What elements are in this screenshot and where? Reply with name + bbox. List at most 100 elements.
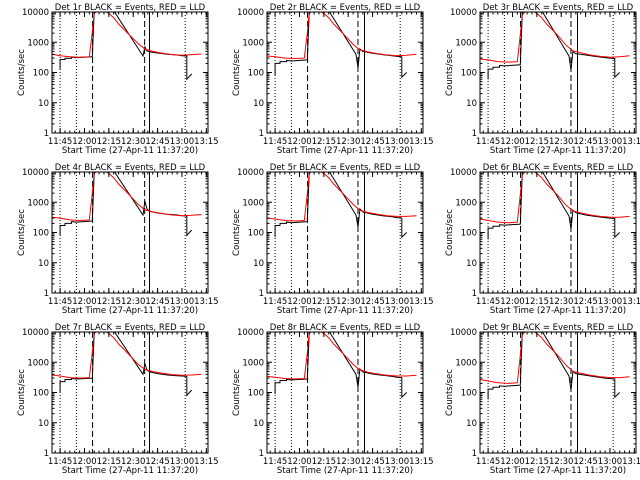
x-tick-label: 13:15 <box>194 137 219 147</box>
x-tick-label: 13:15 <box>622 137 640 147</box>
x-tick-label: 12:45 <box>360 137 385 147</box>
x-tick-label: 13:00 <box>598 457 623 467</box>
y-tick-label: 10 <box>466 99 477 109</box>
y-axis-label: Counts/sec <box>445 209 455 256</box>
series-line-lld <box>52 332 202 379</box>
x-axis-label: Start Time (27-Apr-11 11:37:20) <box>62 466 198 476</box>
y-tick-label: 10 <box>38 419 49 429</box>
x-tick-label: 13:00 <box>385 137 410 147</box>
x-tick-label: 12:15 <box>312 137 337 147</box>
x-tick-label: 13:15 <box>409 457 434 467</box>
y-tick-label: 10000 <box>22 328 49 338</box>
y-tick-label: 10000 <box>450 328 477 338</box>
series-line-lld <box>267 12 417 60</box>
y-tick-label: 1000 <box>27 358 49 368</box>
series-line-lld <box>480 12 630 63</box>
x-tick-label: 13:00 <box>598 297 623 307</box>
y-tick-label: 10000 <box>237 168 264 178</box>
y-tick-label: 100 <box>461 69 477 79</box>
x-tick-label: 12:00 <box>287 457 312 467</box>
y-tick-label: 10 <box>38 259 49 269</box>
series-line-events <box>59 12 193 81</box>
x-tick-label: 12:45 <box>145 137 170 147</box>
x-tick-label: 12:15 <box>312 297 337 307</box>
x-tick-label: 13:15 <box>622 457 640 467</box>
y-tick-label: 1000 <box>242 198 264 208</box>
x-tick-label: 12:15 <box>97 457 122 467</box>
y-tick-label: 10000 <box>237 328 264 338</box>
x-tick-label: 12:00 <box>72 297 97 307</box>
panel-det-2: Det 2r BLACK = Events, RED = LLD 1 10 100 10… <box>232 3 434 156</box>
x-tick-label: 11:45 <box>476 457 501 467</box>
x-tick-label: 13:15 <box>194 457 219 467</box>
x-tick-label: 12:30 <box>336 457 361 467</box>
x-axis-label: Start Time (27-Apr-11 11:37:20) <box>490 466 626 476</box>
panel-det-3: Det 3r BLACK = Events, RED = LLD 1 10 100 10… <box>445 3 640 156</box>
y-tick-label: 100 <box>461 229 477 239</box>
x-tick-label: 12:30 <box>121 457 146 467</box>
y-tick-label: 100 <box>248 229 264 239</box>
x-tick-label: 12:30 <box>549 137 574 147</box>
y-tick-label: 1000 <box>27 38 49 48</box>
y-tick-label: 1 <box>259 449 264 459</box>
y-tick-label: 10000 <box>22 8 49 18</box>
x-tick-label: 12:00 <box>287 137 312 147</box>
panel-det-5: Det 5r BLACK = Events, RED = LLD 1 10 100 10… <box>232 163 434 316</box>
y-axis-label: Counts/sec <box>445 369 455 416</box>
y-tick-label: 1000 <box>242 358 264 368</box>
panel-det-6: Det 6r BLACK = Events, RED = LLD 1 10 100 10… <box>445 163 640 316</box>
x-tick-label: 11:45 <box>48 297 73 307</box>
x-tick-label: 12:00 <box>72 457 97 467</box>
series-line-events <box>274 172 408 239</box>
panel-det-8: Det 8r BLACK = Events, RED = LLD 1 10 100 10… <box>232 323 434 476</box>
panel-title: Det 1r BLACK = Events, RED = LLD <box>55 3 206 13</box>
x-tick-label: 12:45 <box>360 297 385 307</box>
x-tick-label: 13:00 <box>170 457 195 467</box>
y-tick-label: 10 <box>466 419 477 429</box>
y-tick-label: 10000 <box>450 168 477 178</box>
x-tick-label: 13:00 <box>385 297 410 307</box>
y-axis-label: Counts/sec <box>232 49 242 96</box>
x-tick-label: 12:15 <box>525 137 550 147</box>
x-tick-label: 12:45 <box>145 457 170 467</box>
y-axis-label: Counts/sec <box>232 369 242 416</box>
x-tick-label: 12:00 <box>500 297 525 307</box>
y-tick-label: 10000 <box>22 168 49 178</box>
plot-frame <box>479 11 637 134</box>
x-axis-label: Start Time (27-Apr-11 11:37:20) <box>490 146 626 156</box>
x-tick-label: 13:15 <box>194 297 219 307</box>
x-tick-label: 12:15 <box>312 457 337 467</box>
x-tick-label: 12:30 <box>121 137 146 147</box>
y-tick-label: 1000 <box>242 38 264 48</box>
x-axis-label: Start Time (27-Apr-11 11:37:20) <box>62 306 198 316</box>
x-tick-label: 11:45 <box>263 297 288 307</box>
x-tick-label: 12:45 <box>145 297 170 307</box>
plot-frame <box>479 171 637 294</box>
x-tick-label: 11:45 <box>476 137 501 147</box>
x-tick-label: 12:15 <box>97 137 122 147</box>
x-tick-label: 12:45 <box>573 137 598 147</box>
plot-frame <box>51 11 209 134</box>
panel-det-7: Det 7r BLACK = Events, RED = LLD 1 10 100 10… <box>17 323 219 476</box>
y-tick-label: 1 <box>259 289 264 299</box>
y-tick-label: 1 <box>472 289 477 299</box>
series-line-lld <box>480 172 630 224</box>
panel-title: Det 6r BLACK = Events, RED = LLD <box>483 163 634 173</box>
x-tick-label: 12:15 <box>525 457 550 467</box>
panel-det-4: Det 4r BLACK = Events, RED = LLD 1 10 100 10… <box>17 163 219 316</box>
x-tick-label: 12:30 <box>336 137 361 147</box>
panel-title: Det 4r BLACK = Events, RED = LLD <box>55 163 206 173</box>
y-axis-label: Counts/sec <box>232 209 242 256</box>
y-axis-label: Counts/sec <box>445 49 455 96</box>
plot-frame <box>266 11 424 134</box>
y-tick-label: 100 <box>461 389 477 399</box>
x-axis-label: Start Time (27-Apr-11 11:37:20) <box>277 466 413 476</box>
y-tick-label: 1 <box>472 129 477 139</box>
plot-frame <box>266 171 424 294</box>
x-tick-label: 12:45 <box>360 457 385 467</box>
y-tick-label: 100 <box>33 389 49 399</box>
panel-det-1: Det 1r BLACK = Events, RED = LLD 1 10 100 10… <box>17 3 219 156</box>
y-tick-label: 100 <box>248 389 264 399</box>
series-line-events <box>487 172 621 240</box>
